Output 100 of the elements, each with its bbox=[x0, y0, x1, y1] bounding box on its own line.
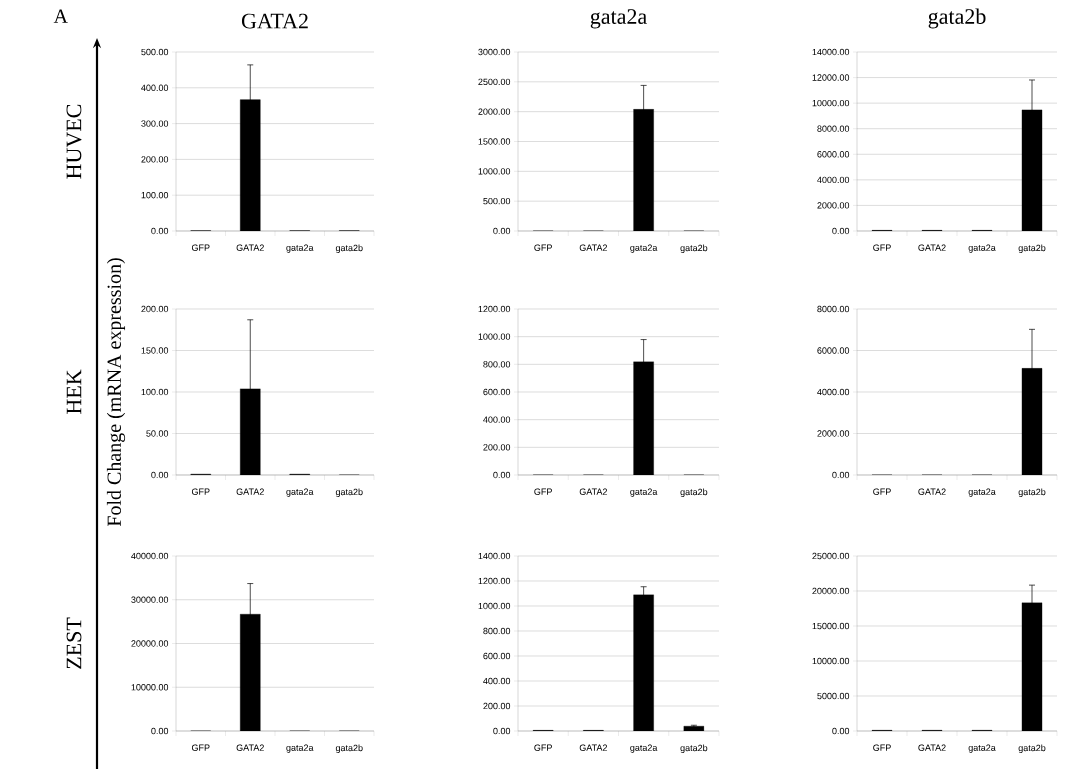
y-tick-label: 0.00 bbox=[493, 471, 511, 479]
y-tick-label: 10000.00 bbox=[812, 99, 850, 107]
y-tick-label: 0.00 bbox=[832, 727, 850, 735]
x-tick-label: gata2a bbox=[968, 488, 996, 497]
y-tick-label: 10000.00 bbox=[131, 684, 169, 691]
y-tick-label: 25000.00 bbox=[812, 552, 850, 560]
y-tick-label: 8000.00 bbox=[817, 305, 850, 313]
y-tick-label: 0.00 bbox=[832, 471, 850, 479]
y-tick-label: 2000.00 bbox=[817, 202, 850, 209]
y-tick-label: 10000.00 bbox=[812, 657, 850, 665]
y-tick-label: 200.00 bbox=[483, 702, 511, 710]
text: A bbox=[53, 9, 68, 23]
y-tick-label: 600.00 bbox=[483, 652, 511, 660]
y-tick-label: 1200.00 bbox=[478, 305, 511, 313]
x-tick-label: gata2b bbox=[335, 244, 363, 253]
y-tick-label: 1200.00 bbox=[478, 577, 511, 585]
y-tick-label: 500.00 bbox=[141, 48, 169, 56]
y-tick-label: 2000.00 bbox=[817, 430, 850, 437]
text: HEK bbox=[66, 369, 82, 414]
y-tick-label: 0.00 bbox=[151, 727, 169, 735]
text: HUVEC bbox=[66, 104, 82, 179]
y-tick-label: 200.00 bbox=[141, 156, 169, 163]
x-tick-label: GATA2 bbox=[918, 244, 946, 251]
x-tick-label: gata2b bbox=[335, 744, 363, 753]
y-tick-label: 0.00 bbox=[493, 227, 511, 235]
y-tick-label: 5000.00 bbox=[817, 692, 850, 700]
chart-title: gata2a bbox=[590, 9, 647, 29]
y-axis-title: Fold Change (mRNA expression) bbox=[106, 258, 126, 527]
y-tick-label: 1400.00 bbox=[478, 552, 511, 560]
y-tick-label: 100.00 bbox=[141, 388, 169, 396]
x-tick-label: gata2b bbox=[680, 488, 708, 497]
x-tick-label: gata2b bbox=[1018, 244, 1046, 253]
y-tick-label: 12000.00 bbox=[812, 74, 850, 81]
x-tick-label: gata2a bbox=[286, 244, 314, 253]
x-tick-label: gata2a bbox=[968, 244, 996, 253]
x-tick-label: gata2a bbox=[286, 744, 314, 753]
x-tick-label: GATA2 bbox=[918, 744, 946, 751]
x-tick-label: gata2a bbox=[968, 744, 996, 753]
y-tick-label: 600.00 bbox=[483, 388, 511, 396]
chart-title: GATA2 bbox=[241, 13, 308, 29]
y-tick-label: 200.00 bbox=[141, 305, 169, 313]
y-tick-label: 0.00 bbox=[151, 471, 169, 479]
x-tick-label: GFP bbox=[191, 244, 210, 251]
y-tick-label: 50.00 bbox=[146, 430, 169, 437]
x-tick-label: GFP bbox=[873, 244, 891, 251]
y-tick-label: 400.00 bbox=[483, 416, 511, 423]
x-tick-label: GATA2 bbox=[918, 488, 946, 495]
x-tick-label: gata2b bbox=[335, 488, 363, 497]
y-tick-label: 8000.00 bbox=[817, 125, 850, 132]
x-tick-label: gata2b bbox=[1018, 744, 1046, 753]
x-tick-label: gata2a bbox=[286, 488, 314, 497]
y-tick-label: 14000.00 bbox=[812, 48, 850, 56]
x-tick-label: GATA2 bbox=[236, 488, 264, 495]
x-tick-label: GATA2 bbox=[579, 488, 608, 495]
x-tick-label: GATA2 bbox=[579, 244, 608, 251]
y-tick-label: 3000.00 bbox=[478, 48, 511, 56]
y-tick-label: 2000.00 bbox=[478, 108, 511, 115]
y-tick-label: 0.00 bbox=[832, 227, 850, 235]
x-tick-label: gata2b bbox=[680, 244, 708, 253]
y-tick-label: 800.00 bbox=[483, 361, 511, 368]
y-tick-label: 1000.00 bbox=[478, 333, 511, 340]
y-tick-label: 0.00 bbox=[493, 727, 511, 735]
x-tick-label: GFP bbox=[873, 488, 891, 495]
y-tick-label: 4000.00 bbox=[817, 176, 850, 184]
y-tick-label: 1000.00 bbox=[478, 602, 511, 610]
x-tick-label: gata2a bbox=[630, 488, 658, 497]
y-tick-label: 100.00 bbox=[141, 192, 169, 199]
y-tick-label: 6000.00 bbox=[817, 151, 850, 158]
x-tick-label: GFP bbox=[873, 744, 891, 751]
y-tick-label: 0.00 bbox=[151, 227, 169, 235]
chart-title: gata2b bbox=[928, 8, 986, 29]
y-tick-label: 6000.00 bbox=[817, 347, 850, 354]
x-tick-label: GFP bbox=[534, 244, 552, 251]
y-tick-label: 2500.00 bbox=[478, 78, 511, 86]
x-tick-label: GFP bbox=[534, 488, 552, 495]
y-tick-label: 500.00 bbox=[483, 197, 511, 205]
y-tick-label: 20000.00 bbox=[812, 587, 850, 595]
y-tick-label: 400.00 bbox=[141, 84, 169, 91]
x-tick-label: GFP bbox=[191, 488, 210, 495]
x-tick-label: GATA2 bbox=[579, 744, 608, 751]
y-tick-label: 40000.00 bbox=[131, 552, 169, 560]
y-tick-label: 1000.00 bbox=[478, 168, 511, 175]
y-tick-label: 20000.00 bbox=[131, 640, 169, 647]
x-tick-label: GATA2 bbox=[236, 244, 264, 251]
x-tick-label: gata2a bbox=[630, 244, 658, 253]
y-tick-label: 400.00 bbox=[483, 677, 511, 685]
x-tick-label: GFP bbox=[191, 744, 210, 751]
x-tick-label: GFP bbox=[534, 744, 552, 751]
text: ZEST bbox=[66, 617, 82, 669]
x-tick-label: gata2b bbox=[680, 744, 708, 753]
x-tick-label: gata2b bbox=[1018, 488, 1046, 497]
x-tick-label: GATA2 bbox=[236, 744, 264, 751]
y-tick-label: 1500.00 bbox=[478, 138, 511, 145]
y-tick-label: 4000.00 bbox=[817, 388, 850, 396]
y-tick-label: 30000.00 bbox=[131, 596, 169, 603]
y-tick-label: 200.00 bbox=[483, 444, 511, 451]
y-tick-label: 300.00 bbox=[141, 120, 169, 127]
y-tick-label: 15000.00 bbox=[812, 622, 850, 630]
y-tick-label: 150.00 bbox=[141, 347, 169, 354]
y-tick-label: 800.00 bbox=[483, 627, 511, 635]
